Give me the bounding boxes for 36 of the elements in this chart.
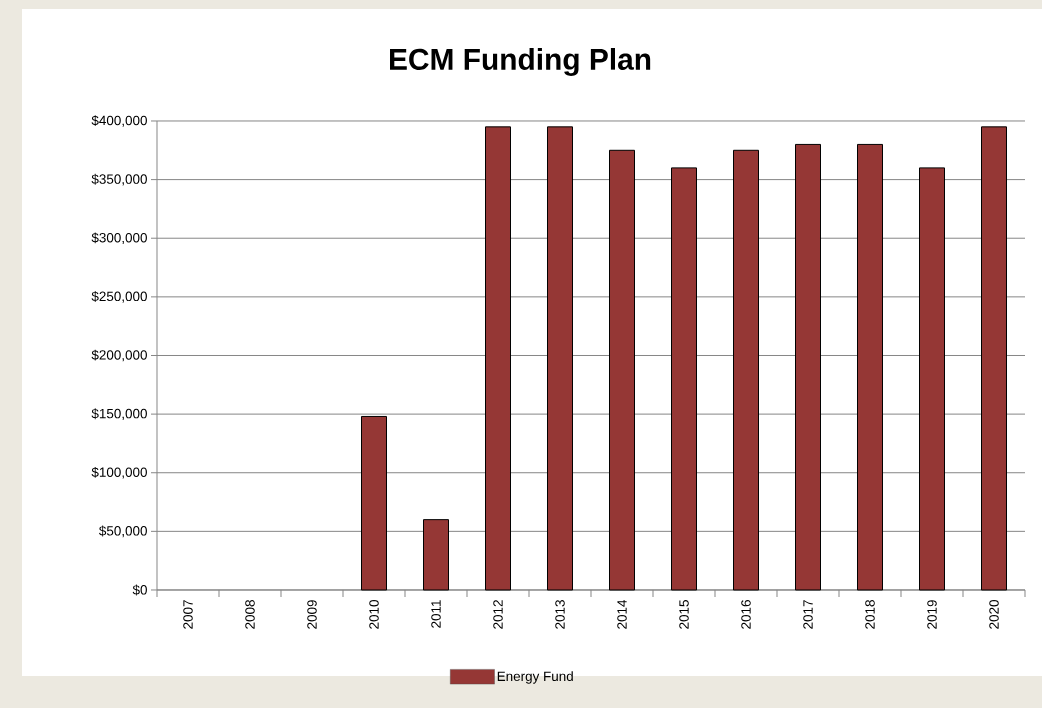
bar	[919, 167, 946, 591]
bar	[671, 167, 698, 591]
bar	[423, 519, 450, 591]
bar	[361, 415, 388, 591]
bar	[795, 143, 822, 591]
x-tick-label: 2010	[369, 600, 379, 629]
y-tick-label: $0	[132, 584, 147, 596]
x-tick-label: 2012	[493, 600, 503, 629]
y-tick-label: $300,000	[91, 232, 147, 245]
x-tick-label: 2008	[245, 600, 255, 629]
x-tick-label: 2014	[617, 599, 627, 629]
x-tick-label: 2018	[865, 600, 875, 629]
x-tick-label: 2009	[307, 600, 317, 629]
y-tick-label: $100,000	[91, 466, 147, 479]
y-tick-label: $250,000	[91, 291, 147, 303]
x-tick-label: 2017	[803, 600, 813, 629]
x-tick-label: 2007	[183, 600, 193, 629]
x-tick-label: 2016	[741, 600, 751, 629]
x-tick-label: 2019	[927, 600, 937, 629]
bar	[733, 149, 760, 591]
x-tick-label: 2015	[679, 600, 689, 629]
bar	[485, 126, 512, 591]
legend-label: Energy Fund	[497, 671, 573, 684]
bar	[981, 126, 1008, 591]
x-tick-label: 2011	[431, 600, 441, 628]
x-tick-label: 2013	[555, 600, 565, 629]
bar	[857, 143, 884, 591]
y-tick-label: $400,000	[91, 115, 147, 127]
bar	[609, 149, 636, 591]
y-tick-label: $50,000	[99, 525, 147, 538]
y-tick-label: $150,000	[91, 408, 147, 420]
x-tick-label: 2020	[989, 600, 999, 629]
chart-title: ECM Funding Plan	[390, 47, 651, 76]
bar	[547, 126, 574, 591]
y-tick-label: $350,000	[91, 173, 147, 186]
y-tick-label: $200,000	[91, 349, 147, 362]
